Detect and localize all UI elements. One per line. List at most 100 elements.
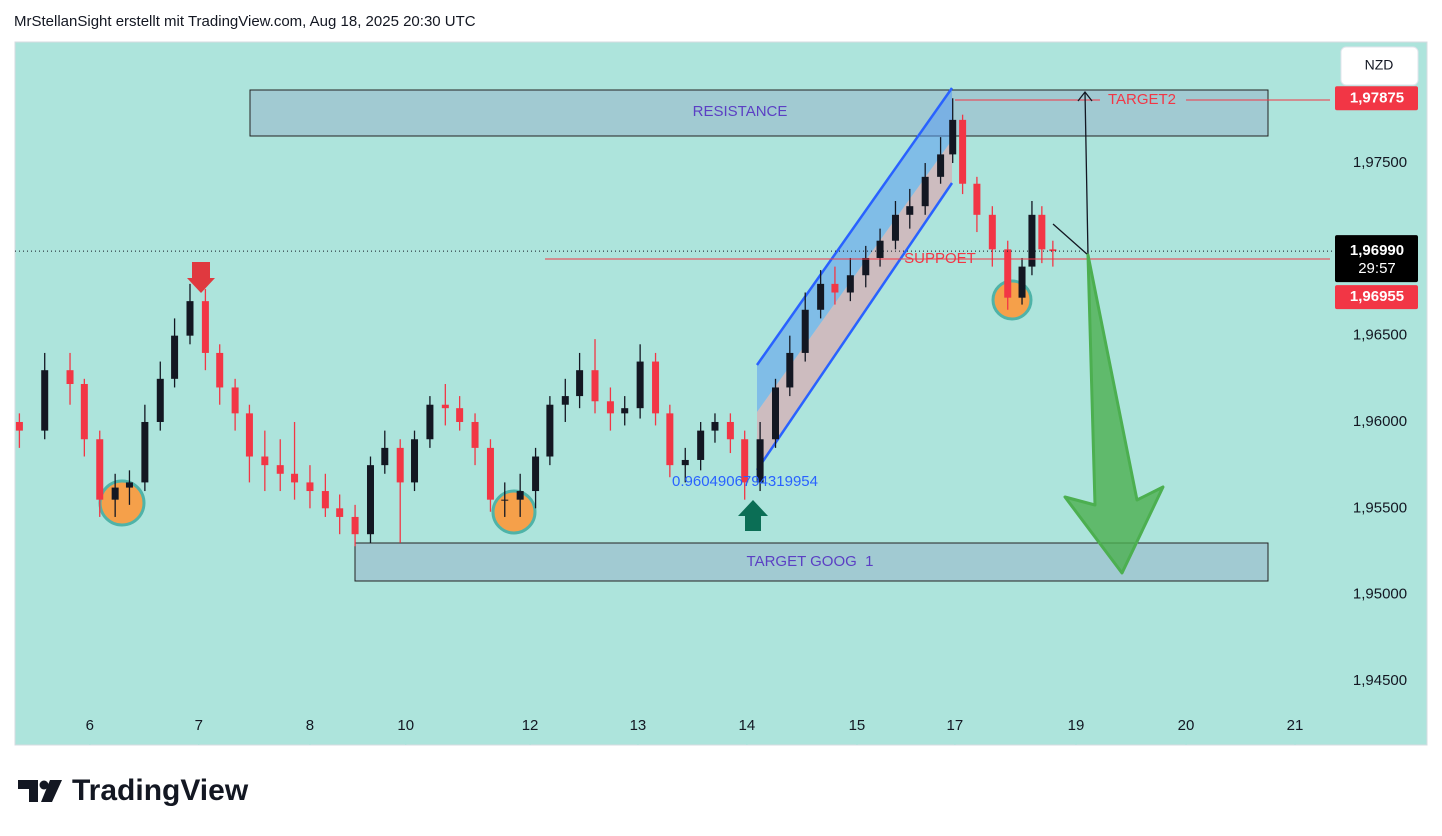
candle-body	[276, 465, 284, 474]
drawings-over: SUPPOET TARGET2 0.9604906794319954	[187, 90, 1330, 575]
candle-body	[411, 439, 419, 483]
candles	[15, 98, 1057, 547]
candle-body	[606, 401, 614, 414]
logo-mark	[41, 780, 62, 802]
candle-body	[381, 447, 389, 466]
candle-body	[351, 516, 359, 535]
y-tick-label: 1,95000	[1353, 586, 1407, 603]
candle-body	[591, 370, 599, 402]
candle-body	[471, 421, 479, 448]
down-arrow	[1063, 253, 1165, 575]
candle-body	[846, 275, 854, 293]
candle-body	[231, 387, 239, 414]
candle-body	[245, 413, 253, 457]
candle-body	[1049, 249, 1057, 252]
candle-body	[666, 413, 674, 466]
sell-marker	[187, 262, 215, 293]
candle-body	[186, 301, 194, 336]
candle-body	[959, 119, 967, 184]
x-tick-label: 13	[630, 717, 647, 734]
logo-mark	[39, 780, 49, 790]
candle-body	[772, 387, 780, 440]
candle-body	[741, 439, 749, 483]
candle-body	[1018, 266, 1026, 298]
target2-label: TARGET2	[1108, 91, 1176, 108]
candle-body	[396, 447, 404, 483]
currency-label[interactable]: NZD	[1365, 57, 1394, 73]
candle-body	[366, 465, 374, 535]
channel-line	[755, 182, 954, 471]
candle-body	[171, 335, 179, 379]
candle-body	[532, 456, 540, 492]
channel-line	[755, 87, 954, 366]
candle-body	[156, 378, 164, 422]
arrow-head	[1077, 90, 1093, 102]
logo-mark	[18, 780, 38, 802]
level-label: 0.9604906794319954	[672, 473, 818, 490]
candle-body	[921, 176, 929, 207]
price-axis: 1,94500 1,95000 1,95500 1,96000 1,96500 1,975…	[86, 86, 1418, 745]
x-tick-label: 6	[86, 717, 94, 734]
x-tick-label: 14	[739, 717, 756, 734]
x-tick-label: 15	[849, 717, 866, 734]
header: MrStellanSight erstellt mit TradingView.…	[14, 13, 476, 30]
candle-body	[291, 473, 299, 483]
x-tick-label: 19	[1068, 717, 1085, 734]
candle-body	[576, 370, 584, 397]
candle-body	[501, 499, 509, 501]
y-tick-label: 1,96500	[1353, 327, 1407, 344]
x-tick-label: 10	[397, 717, 414, 734]
candle-body	[973, 183, 981, 215]
logo-text: TradingView	[72, 774, 249, 807]
candle-body	[937, 154, 945, 177]
candle-body	[261, 456, 269, 466]
candle-body	[426, 404, 434, 440]
price-label-box	[1335, 86, 1418, 111]
price-label: 1,96955	[1350, 288, 1404, 305]
resistance-zone	[249, 89, 1269, 137]
highlight-circle	[491, 489, 537, 535]
price-label: 1,97875	[1350, 89, 1404, 106]
support-label: SUPPOET	[904, 250, 976, 267]
candle-body	[681, 459, 689, 466]
candle-body	[1028, 214, 1036, 267]
candle-body	[41, 370, 49, 431]
candle-body	[486, 447, 494, 500]
last-price-label: 1,96990	[1350, 242, 1404, 259]
candle-body	[621, 408, 629, 414]
highlight-circle	[98, 479, 146, 527]
logo: TradingView	[18, 774, 249, 807]
candle-body	[756, 439, 764, 483]
currency-button[interactable]	[1340, 46, 1419, 86]
candle-body	[906, 206, 914, 215]
candle-body	[546, 404, 554, 457]
candle-body	[15, 421, 23, 431]
candle-body	[201, 301, 209, 353]
candle-body	[862, 257, 870, 276]
candle-body	[96, 439, 104, 500]
candle-body	[831, 283, 839, 293]
candle-body	[1004, 249, 1012, 298]
candle-body	[1038, 214, 1046, 250]
candle-body	[321, 491, 329, 509]
last-price-box	[1335, 235, 1418, 283]
candle-body	[876, 240, 884, 258]
price-label-box	[1335, 285, 1418, 310]
candle-body	[516, 491, 524, 500]
y-tick-label: 1,95500	[1353, 499, 1407, 516]
x-tick-label: 8	[306, 717, 314, 734]
x-tick-label: 17	[947, 717, 964, 734]
candle-body	[336, 508, 344, 517]
candle-body	[80, 384, 88, 440]
candle-body	[561, 396, 569, 405]
candle-body	[456, 408, 464, 422]
x-tick-label: 21	[1287, 717, 1304, 734]
channel-lower-fill	[757, 140, 952, 470]
y-tick-label: 1,94500	[1353, 672, 1407, 689]
candle-body	[125, 482, 133, 488]
y-tick-label: 1,97500	[1353, 154, 1407, 171]
candle-body	[711, 421, 719, 431]
resistance-label: RESISTANCE	[693, 103, 788, 120]
candle-body	[891, 214, 899, 241]
